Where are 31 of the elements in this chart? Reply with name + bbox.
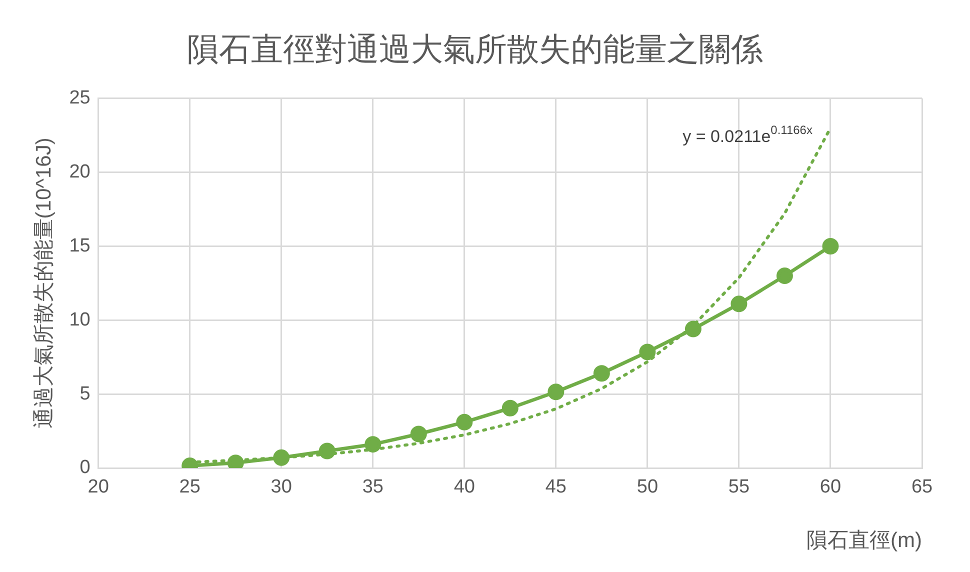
x-tick-label: 60 <box>820 476 842 498</box>
x-tick-label: 45 <box>545 476 566 498</box>
point <box>456 414 473 430</box>
y-tick-label: 25 <box>69 88 90 109</box>
x-tick-label: 40 <box>454 476 475 498</box>
y-tick-label: 0 <box>80 457 90 478</box>
point <box>639 344 656 360</box>
x-tick-label: 65 <box>911 476 933 498</box>
point <box>273 449 290 466</box>
y-tick-label: 10 <box>69 309 90 330</box>
x-tick-label: 30 <box>270 476 292 498</box>
chart-title: 隕石直徑對通過大氣所散失的能量之關係 <box>187 31 763 68</box>
point <box>593 365 610 382</box>
point <box>822 238 839 254</box>
point <box>364 436 382 453</box>
x-tick-label: 55 <box>728 476 750 498</box>
x-tick-label: 35 <box>362 476 384 498</box>
y-tick-label: 20 <box>69 162 90 183</box>
point <box>684 320 702 338</box>
y-tick-label: 5 <box>80 383 90 404</box>
point <box>548 384 564 400</box>
point <box>502 400 518 416</box>
y-tick-label: 15 <box>69 235 90 256</box>
y-axis-title: 通過大氣所散失的能量(10^16J) <box>32 138 56 429</box>
x-tick-label: 25 <box>179 476 200 498</box>
point <box>730 296 748 312</box>
point <box>318 442 336 460</box>
x-tick-label: 50 <box>636 476 658 498</box>
x-axis-title: 隕石直徑(m) <box>806 529 922 552</box>
point <box>410 426 427 442</box>
point <box>776 268 793 284</box>
